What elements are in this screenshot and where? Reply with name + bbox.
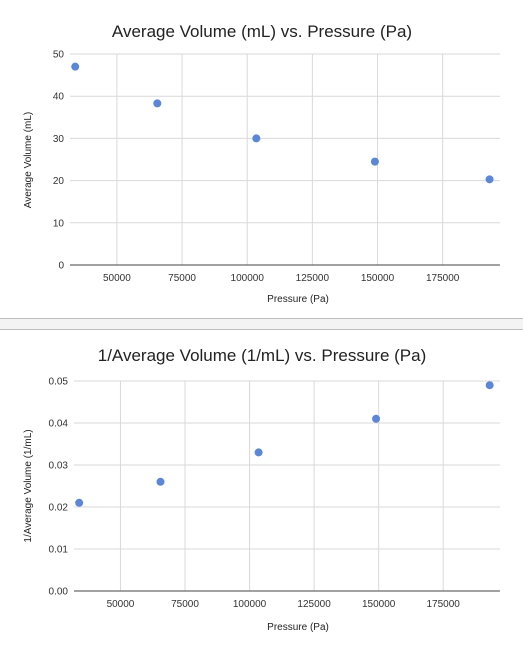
data-point [254, 448, 263, 457]
y-tick-label: 0.00 [49, 587, 69, 598]
data-point [372, 414, 381, 423]
x-tick-label: 175000 [427, 599, 461, 610]
y-tick-label: 50 [53, 50, 65, 61]
chart-title: Average Volume (mL) vs. Pressure (Pa) [112, 22, 412, 41]
y-tick-label: 0.01 [49, 545, 69, 556]
x-tick-label: 125000 [297, 599, 331, 610]
x-tick-label: 150000 [362, 599, 396, 610]
y-tick-label: 0 [58, 261, 64, 272]
data-point [252, 134, 261, 143]
x-tick-label: 175000 [426, 273, 460, 284]
y-tick-label: 30 [53, 134, 65, 145]
x-tick-label: 150000 [361, 273, 395, 284]
x-tick-label: 75000 [171, 599, 199, 610]
data-point [75, 498, 84, 507]
x-tick-label: 50000 [107, 599, 135, 610]
y-tick-label: 0.05 [49, 377, 69, 388]
y-tick-label: 10 [53, 218, 65, 229]
y-axis-label: 1/Average Volume (1/mL) [23, 429, 34, 542]
chart-panel-volume: Average Volume (mL) vs. Pressure (Pa) 50… [0, 0, 523, 319]
y-tick-label: 40 [53, 92, 65, 103]
y-axis-label: Average Volume (mL) [23, 112, 34, 209]
x-tick-label: 100000 [231, 273, 265, 284]
y-tick-label: 0.03 [49, 461, 69, 472]
y-tick-label: 20 [53, 176, 65, 187]
x-tick-label: 100000 [233, 599, 267, 610]
chart-inverse-volume-vs-pressure: 1/Average Volume (1/mL) vs. Pressure (Pa… [23, 346, 500, 633]
chart-volume-vs-pressure: Average Volume (mL) vs. Pressure (Pa) 50… [23, 22, 500, 305]
y-tick-label: 0.04 [49, 419, 69, 430]
data-point [71, 62, 80, 71]
x-tick-label: 75000 [168, 273, 196, 284]
chart-panel-inverse-volume: 1/Average Volume (1/mL) vs. Pressure (Pa… [0, 329, 523, 652]
y-tick-label: 0.02 [49, 503, 69, 514]
data-point [485, 381, 494, 390]
data-point [153, 99, 162, 108]
x-tick-label: 125000 [296, 273, 330, 284]
x-axis-label: Pressure (Pa) [267, 622, 329, 633]
x-tick-label: 50000 [103, 273, 131, 284]
data-point [485, 175, 494, 184]
data-point [370, 157, 379, 166]
data-point [156, 477, 165, 486]
x-axis-label: Pressure (Pa) [267, 294, 329, 305]
panel-divider [0, 319, 523, 329]
chart-title: 1/Average Volume (1/mL) vs. Pressure (Pa… [98, 346, 427, 365]
